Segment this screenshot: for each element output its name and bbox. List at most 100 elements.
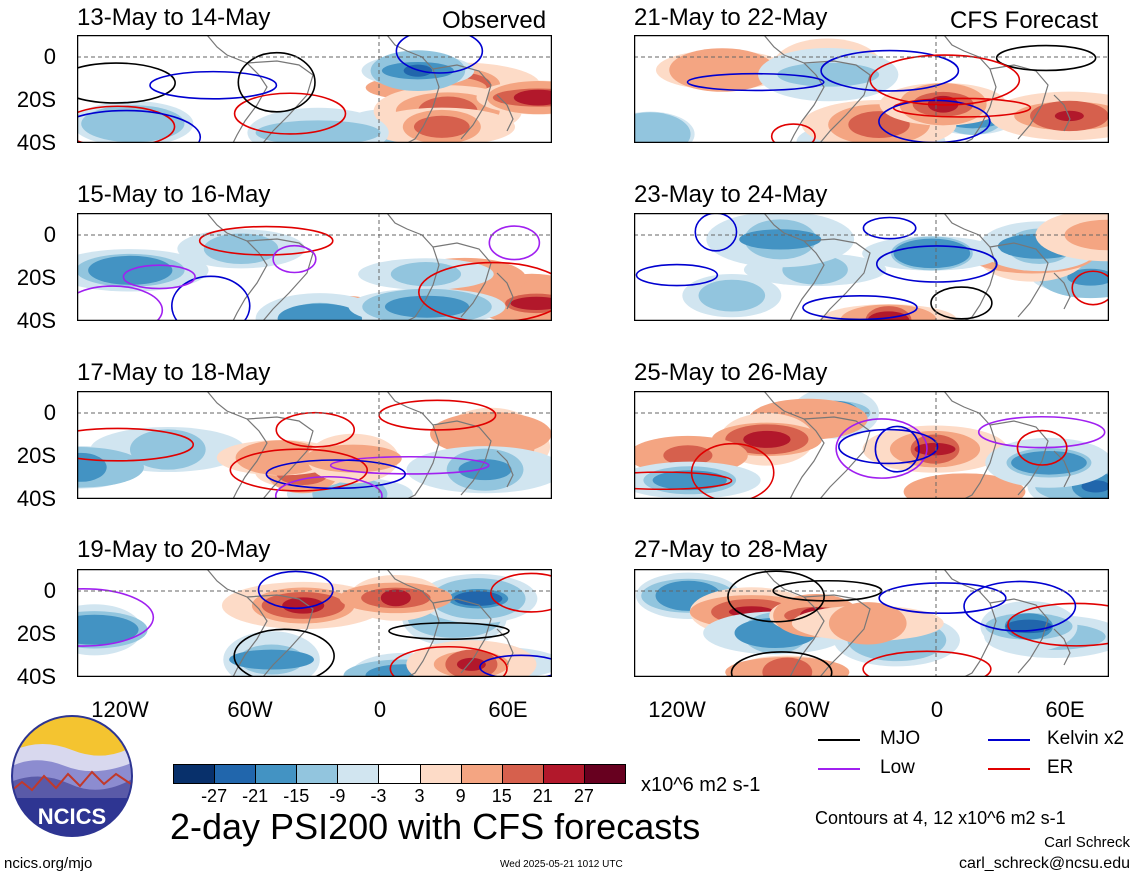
wave-contour — [272, 244, 317, 274]
coastline — [246, 238, 314, 321]
legend-line-mjo — [818, 739, 860, 741]
wave-contour — [389, 645, 508, 677]
wave-contour — [395, 35, 484, 74]
coastline — [246, 60, 314, 143]
panel-title-6: 23-May to 24-May — [634, 181, 828, 208]
legend-line-er — [988, 768, 1030, 770]
wave-contour — [862, 650, 992, 677]
colorbar-swatch — [255, 764, 298, 784]
wave-contour — [233, 92, 347, 135]
coastline — [206, 213, 268, 321]
anomaly-shading — [903, 473, 1026, 499]
lat-label-20s-r4: 20S — [16, 621, 56, 646]
map-panel-2 — [77, 213, 552, 321]
anomaly-shading — [652, 470, 727, 491]
anomaly-shading — [510, 296, 552, 310]
coastline — [803, 238, 871, 321]
wave-contour — [77, 109, 202, 143]
wave-contour — [1007, 602, 1109, 647]
logo-text: NCICS — [38, 804, 106, 829]
anomaly-shading — [456, 657, 486, 671]
lat-label-20s-r3: 20S — [16, 443, 56, 468]
coastline — [803, 60, 871, 143]
map-panel-5 — [634, 35, 1109, 143]
colorbar-swatch — [214, 764, 257, 784]
email: carl_schreck@ncsu.edu — [959, 855, 1130, 872]
anomaly-shading — [762, 657, 813, 677]
legend-label-mjo: MJO — [880, 728, 921, 749]
colorbar-tick-label: -27 — [201, 786, 228, 806]
wave-contour — [690, 442, 775, 499]
timestamp: Wed 2025-05-21 1012 UTC — [500, 859, 623, 870]
wave-contour — [418, 261, 552, 321]
anomaly-shading — [430, 412, 552, 456]
wave-contour — [730, 651, 833, 677]
coastline — [943, 569, 997, 677]
wave-contour — [488, 225, 541, 261]
coastline — [943, 213, 997, 321]
wave-contour — [835, 418, 928, 479]
panel-frame — [634, 35, 1109, 143]
coastline — [803, 416, 871, 499]
anomaly-shading — [277, 303, 363, 321]
contour-note: Contours at 4, 12 x10^6 m2 s-1 — [815, 808, 1066, 828]
anomaly-shading — [390, 262, 462, 287]
anomaly-shading — [458, 459, 512, 481]
wave-contour — [727, 570, 825, 623]
coastline — [989, 64, 1049, 140]
wave-contour — [995, 44, 1097, 72]
lon-label-60w-right: 60W — [784, 697, 830, 722]
figure-title: 2-day PSI200 with CFS forecasts — [170, 806, 701, 847]
author: Carl Schreck — [1044, 834, 1130, 851]
legend-label-er: ER — [1047, 757, 1074, 778]
anomaly-shading — [229, 649, 314, 670]
map-panel-7 — [634, 391, 1109, 499]
colorbar-swatch — [337, 764, 380, 784]
colorbar — [173, 764, 626, 784]
anomaly-shading — [634, 112, 691, 143]
wave-contour — [329, 455, 490, 475]
anomaly-shading — [1011, 451, 1087, 475]
colorbar-swatch — [501, 764, 544, 784]
colorbar-swatch — [460, 764, 503, 784]
anomaly-shading — [203, 233, 279, 265]
wave-contour — [1071, 270, 1109, 306]
anomaly-shading — [663, 445, 713, 466]
lon-label-60w-left: 60W — [227, 697, 273, 722]
lat-label-40s-r2: 40S — [16, 308, 56, 333]
coastline — [206, 391, 268, 499]
panel-tag-observed: Observed — [442, 7, 547, 34]
panel-frame — [77, 569, 552, 677]
coastline — [1053, 450, 1071, 488]
colorbar-ticks: -27 -21 -15 -9 -3 3 9 15 21 27 — [173, 786, 625, 808]
lat-label-0-r2: 0 — [43, 222, 56, 247]
site-link[interactable]: ncics.org/mjo — [4, 855, 93, 872]
anomaly-shading — [698, 279, 766, 312]
coastline — [943, 391, 997, 499]
map-panel-4 — [77, 569, 552, 677]
panel-frame — [77, 35, 552, 143]
wave-contour — [233, 628, 335, 677]
lon-label-120w-right: 120W — [648, 697, 706, 722]
anomaly-shading — [1067, 268, 1109, 286]
coastline — [1053, 94, 1071, 132]
anomaly-shading — [1064, 219, 1109, 251]
wave-contour — [479, 654, 552, 677]
wave-contour — [77, 285, 164, 321]
lon-label-120w-left: 120W — [91, 697, 149, 722]
panel-frame — [77, 391, 552, 499]
colorbar-tick-label: 27 — [573, 786, 594, 806]
wave-contour — [878, 582, 1007, 615]
wave-contour — [875, 245, 998, 283]
coastline — [496, 628, 514, 666]
wave-contour — [977, 415, 1106, 449]
wave-contour — [634, 471, 733, 491]
lat-label-20s-r2: 20S — [16, 265, 56, 290]
anomaly-shading — [914, 442, 956, 456]
lat-label-40s-r1: 40S — [16, 130, 56, 155]
lat-label-0-r3: 0 — [43, 400, 56, 425]
panel-title-7: 25-May to 26-May — [634, 359, 828, 386]
wave-contour — [171, 275, 251, 321]
colorbar-tick-label: 9 — [455, 786, 466, 806]
wave-contour — [963, 580, 1077, 632]
